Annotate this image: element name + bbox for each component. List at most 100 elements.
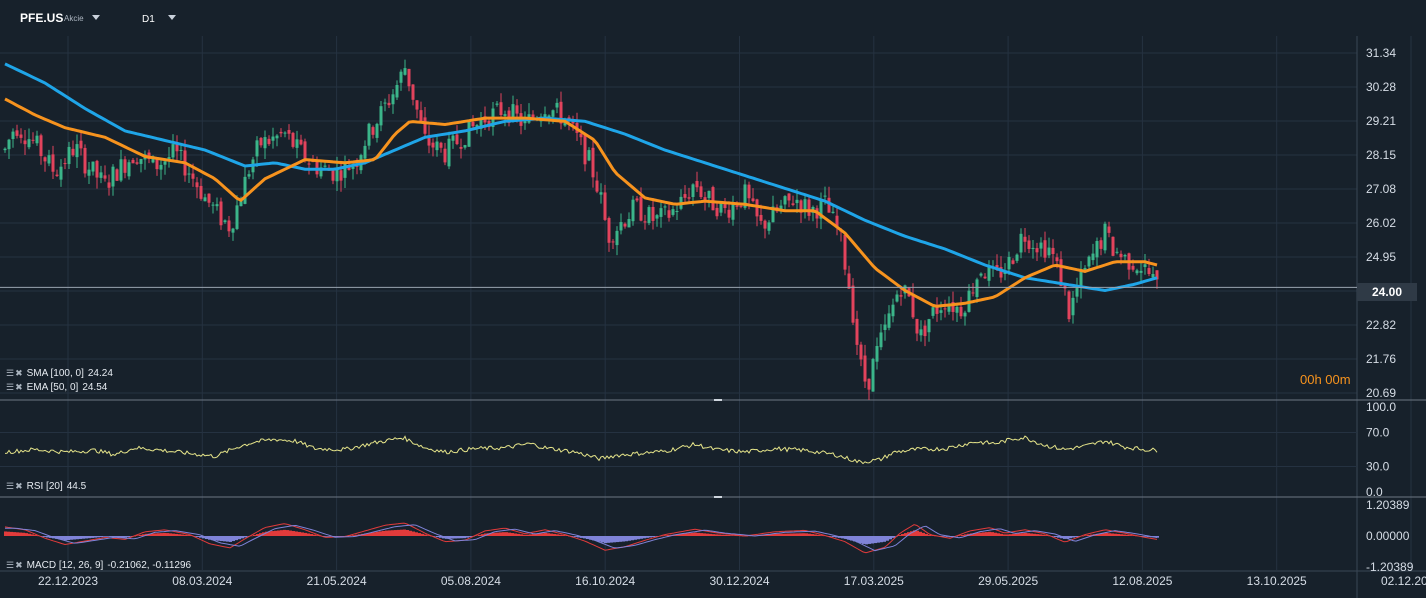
macd-histogram-bar [1102,533,1105,536]
macd-histogram-bar [589,536,592,540]
candle-body [455,134,459,145]
candle-body [1091,253,1095,261]
candle-body [355,165,359,167]
candle-body [271,136,275,141]
candle-body [471,121,475,127]
macd-histogram-bar [400,529,403,536]
macd-histogram-bar [169,533,172,536]
ema-indicator-name[interactable]: EMA [50, 0] [26,382,79,393]
macd-histogram-bar [601,536,604,543]
macd-histogram-bar [499,532,502,536]
macd-signal-line [5,524,1158,552]
macd-histogram-bar [520,534,523,536]
timeframe-label[interactable]: D1 [142,14,155,25]
symbol-label[interactable]: PFE.US [20,11,64,25]
macd-histogram-bar [1030,533,1033,536]
candle-body [531,114,535,119]
price-axis-label: 28.15 [1366,148,1396,162]
timeframe-dropdown-icon[interactable] [168,15,176,20]
candle-body [279,131,283,134]
macd-histogram-bar [187,535,190,536]
macd-histogram-bar [73,536,76,540]
candle-body [171,144,175,158]
candle-body [1011,260,1015,264]
date-axis-label: 17.03.2025 [844,574,904,588]
candle-body [727,209,731,218]
macd-histogram-bar [172,533,175,536]
macd-histogram-bar [244,536,247,538]
macd-histogram-bar [517,533,520,536]
rsi-indicator-name[interactable]: RSI [20] [26,481,63,492]
macd-histogram-bar [16,532,19,536]
macd-histogram-bar [1054,536,1057,537]
candle-body [1119,253,1123,258]
candle-body [1039,242,1043,249]
macd-histogram-bar [166,533,169,536]
indicator-menu-icon[interactable]: ☰✖ [6,560,24,570]
macd-histogram-bar [103,536,106,537]
candle-body [731,203,735,220]
macd-indicator-name[interactable]: MACD [12, 26, 9] [26,560,104,571]
macd-histogram-bar [136,535,139,536]
macd-histogram-bar [874,536,877,544]
candle-body [867,378,871,390]
candle-body [807,199,811,216]
candle-body [971,292,975,294]
indicator-menu-icon[interactable]: ☰✖ [6,368,24,378]
macd-histogram-bar [238,536,241,540]
candle-body [419,110,423,122]
macd-histogram-bar [802,533,805,536]
candle-body [267,138,271,145]
macd-histogram-bar [58,536,61,540]
candle-body [27,139,31,148]
pane-resize-handle[interactable] [714,496,722,498]
macd-histogram-bar [598,536,601,542]
symbol-dropdown-icon[interactable] [92,15,100,20]
macd-histogram-bar [433,536,436,537]
candle-body [19,134,23,138]
macd-histogram-bar [1114,533,1117,536]
candle-body [135,162,139,164]
macd-histogram-bar [334,536,337,537]
rsi-indicator-legend: ☰✖ RSI [20] 44.5 [6,481,86,492]
candle-body [707,190,711,199]
macd-histogram-bar [1144,536,1147,537]
candle-body [319,167,323,177]
candle-body [223,220,227,223]
indicator-menu-icon[interactable]: ☰✖ [6,481,24,491]
macd-histogram-bar [652,536,655,537]
macd-histogram-bar [496,532,499,536]
candle-body [695,180,699,188]
candle-body [443,148,447,163]
price-axis-label: 24.95 [1366,250,1396,264]
sma-indicator-value: 24.24 [87,368,113,379]
candle-body [543,114,547,118]
macd-histogram-bar [130,536,133,537]
macd-histogram-bar [718,534,721,536]
macd-histogram-bar [595,536,598,542]
macd-histogram-bar [109,536,112,537]
candle-body [47,155,51,164]
macd-histogram-bar [1108,533,1111,536]
sma-indicator-name[interactable]: SMA [100, 0] [26,368,84,379]
candle-body [59,166,63,180]
candle-body [439,142,443,148]
candle-body [467,119,471,147]
candle-body [375,123,379,138]
macd-histogram-bar [736,535,739,537]
pane-resize-handle[interactable] [714,399,722,401]
macd-histogram-bar [727,535,730,536]
macd-histogram-bar [775,533,778,536]
macd-histogram-bar [439,536,442,538]
indicator-menu-icon[interactable]: ☰✖ [6,382,24,392]
macd-histogram-bar [55,536,58,539]
candle-body [639,196,643,221]
candle-body [919,329,923,336]
candle-body [511,104,515,121]
macd-histogram-bar [1087,534,1090,536]
macd-histogram-bar [469,536,472,537]
macd-histogram-bar [184,534,187,536]
candle-body [75,144,79,158]
candle-body [123,159,127,173]
